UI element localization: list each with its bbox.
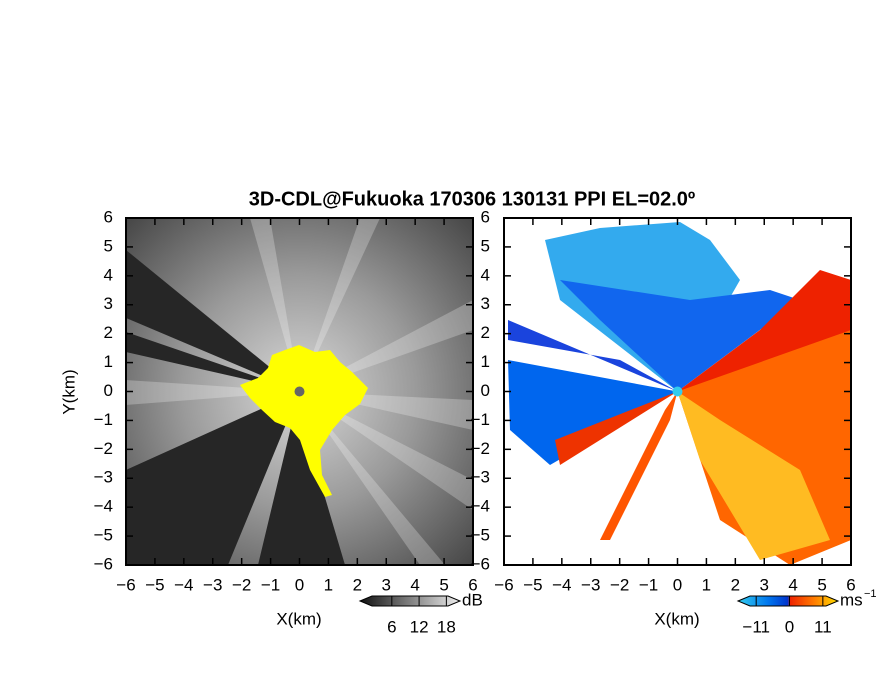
y-tick-label: 2: [481, 323, 490, 342]
y-tick-label: −5: [471, 526, 490, 545]
x-tick-label: 2: [731, 575, 740, 594]
y-tick-label: −1: [94, 410, 113, 429]
y-tick-label: 2: [104, 323, 113, 342]
colorbar: [736, 595, 840, 607]
x-tick-label: 2: [353, 575, 362, 594]
x-tick-label: −2: [610, 575, 629, 594]
y-tick-label: −6: [471, 554, 490, 573]
x-tick-label: 1: [702, 575, 711, 594]
x-tick-label: −5: [145, 575, 164, 594]
y-tick-label: −5: [94, 526, 113, 545]
reflectivity-image: [126, 218, 473, 565]
x-tick-label: 0: [295, 575, 304, 594]
x-tick-label: 4: [788, 575, 797, 594]
x-tick-label: 0: [673, 575, 682, 594]
x-tick-label: 4: [410, 575, 419, 594]
x-tick-label: 6: [846, 575, 855, 594]
y-tick-label: −1: [471, 410, 490, 429]
colorbar-tick-label: 0: [785, 617, 794, 636]
velocity-image: [504, 218, 851, 565]
y-tick-label: −2: [94, 439, 113, 458]
x-tick-label: −1: [261, 575, 280, 594]
x-axis-label: X(km): [654, 609, 699, 628]
x-tick-label: −6: [494, 575, 513, 594]
y-tick-label: −2: [471, 439, 490, 458]
colorbar-tick-label: 18: [437, 617, 456, 636]
y-tick-label: 5: [481, 236, 490, 255]
y-tick-label: 5: [104, 236, 113, 255]
y-tick-label: 4: [104, 265, 113, 284]
colorbar-tick-label: 6: [387, 617, 396, 636]
x-tick-label: 1: [324, 575, 333, 594]
x-tick-label: −1: [639, 575, 658, 594]
colorbar-unit: dB: [462, 590, 483, 609]
x-axis-label: X(km): [276, 609, 321, 628]
y-tick-label: 1: [104, 352, 113, 371]
x-tick-label: 6: [468, 575, 477, 594]
y-tick-label: −3: [471, 468, 490, 487]
y-tick-label: 6: [104, 207, 113, 226]
colorbar-unit: ms: [840, 590, 863, 609]
y-tick-label: 4: [481, 265, 490, 284]
y-tick-label: −4: [471, 497, 490, 516]
colorbar-tick-label: −11: [742, 617, 770, 636]
x-tick-label: −4: [174, 575, 193, 594]
y-tick-label: 0: [104, 381, 113, 400]
colorbar-tick-label: 11: [814, 617, 832, 636]
y-tick-label: 3: [104, 294, 113, 313]
y-tick-label: −3: [94, 468, 113, 487]
y-tick-label: 6: [481, 207, 490, 226]
title: 3D-CDL@Fukuoka 170306 130131 PPI EL=02.0…: [249, 188, 695, 210]
y-tick-label: 0: [481, 381, 490, 400]
y-tick-label: 3: [481, 294, 490, 313]
x-tick-label: −2: [232, 575, 251, 594]
colorbar: [358, 595, 462, 607]
x-tick-label: 3: [382, 575, 391, 594]
x-tick-label: 5: [817, 575, 826, 594]
x-tick-label: −6: [116, 575, 135, 594]
x-tick-label: 5: [439, 575, 448, 594]
y-tick-label: −4: [94, 497, 113, 516]
y-tick-label: −6: [94, 554, 113, 573]
x-tick-label: 3: [760, 575, 769, 594]
colorbar-unit-exponent: −1: [864, 588, 877, 600]
x-tick-label: −3: [581, 575, 600, 594]
colorbar-tick-label: 12: [410, 617, 429, 636]
x-tick-label: −4: [552, 575, 571, 594]
y-axis-label: Y(km): [59, 369, 78, 414]
y-tick-label: 1: [481, 352, 490, 371]
x-tick-label: −3: [203, 575, 222, 594]
x-tick-label: −5: [523, 575, 542, 594]
